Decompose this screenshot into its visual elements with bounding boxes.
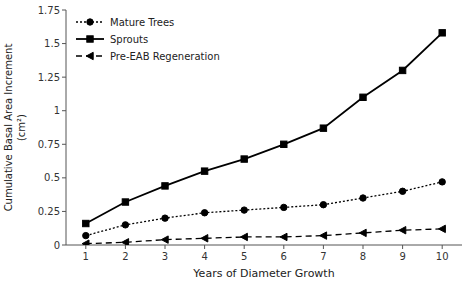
- legend-marker: [87, 19, 93, 25]
- x-tick-label: 8: [360, 251, 366, 262]
- marker: [280, 233, 287, 240]
- series-line: [86, 33, 442, 224]
- marker: [320, 202, 326, 208]
- y-tick: [62, 110, 66, 111]
- y-axis-label: (cm²): [16, 114, 27, 141]
- series-line: [86, 229, 442, 244]
- marker: [162, 215, 168, 221]
- y-tick: [62, 245, 66, 246]
- x-tick: [85, 245, 86, 249]
- x-tick: [125, 245, 126, 249]
- y-tick-label: 1: [54, 105, 60, 116]
- y-tick: [62, 144, 66, 145]
- x-tick-label: 7: [320, 251, 326, 262]
- series-line: [86, 182, 442, 236]
- marker: [201, 235, 208, 242]
- marker: [201, 168, 207, 174]
- x-tick: [363, 245, 364, 249]
- x-tick-label: 5: [241, 251, 247, 262]
- y-tick-label: 0: [54, 240, 60, 251]
- marker: [83, 232, 89, 238]
- y-tick-label: 1.25: [38, 72, 60, 83]
- y-tick: [62, 177, 66, 178]
- x-tick: [244, 245, 245, 249]
- marker: [439, 179, 445, 185]
- legend-label: Sprouts: [110, 34, 148, 45]
- marker: [201, 210, 207, 216]
- marker: [399, 67, 405, 73]
- marker: [241, 156, 247, 162]
- marker: [281, 204, 287, 210]
- chart: 1 2 3 4 5 6 7 8 9 10 0 0.25 0.5 0.75 1 1.25 1.5 1.75 Years…: [0, 0, 474, 283]
- marker: [241, 207, 247, 213]
- x-axis-label: Years of Diameter Growth: [192, 267, 334, 280]
- y-tick: [62, 10, 66, 11]
- marker: [241, 233, 248, 240]
- marker: [161, 236, 168, 243]
- marker: [360, 195, 366, 201]
- marker: [122, 199, 128, 205]
- x-tick-label: 2: [122, 251, 128, 262]
- marker: [162, 183, 168, 189]
- y-tick: [62, 43, 66, 44]
- x-tick-label: 6: [281, 251, 287, 262]
- y-tick-label: 1.5: [44, 38, 60, 49]
- x-tick: [204, 245, 205, 249]
- x-tick-label: 4: [201, 251, 207, 262]
- background: [0, 0, 474, 283]
- x-tick: [402, 245, 403, 249]
- y-axis-label: Cumulative Basal Area Increment: [3, 44, 14, 212]
- marker: [360, 94, 366, 100]
- marker: [439, 225, 446, 232]
- legend: Mature Trees Sprouts Pre-EAB Regeneration: [76, 17, 220, 62]
- marker: [320, 232, 327, 239]
- y-tick-label: 1.75: [38, 5, 60, 16]
- x-tick-label: 3: [162, 251, 168, 262]
- x-tick: [323, 245, 324, 249]
- marker: [122, 222, 128, 228]
- x-tick: [283, 245, 284, 249]
- marker: [399, 188, 405, 194]
- y-axis: [66, 10, 67, 245]
- legend-label: Mature Trees: [110, 17, 174, 28]
- y-tick: [62, 211, 66, 212]
- marker: [439, 30, 445, 36]
- x-tick-label: 10: [436, 251, 449, 262]
- plot-area: [82, 30, 445, 245]
- x-tick: [165, 245, 166, 249]
- legend-marker: [87, 36, 93, 42]
- marker: [82, 240, 89, 245]
- y-tick: [62, 77, 66, 78]
- y-tick-label: 0.75: [38, 139, 60, 150]
- marker: [359, 229, 366, 236]
- marker: [83, 220, 89, 226]
- x-tick-label: 1: [83, 251, 89, 262]
- marker: [281, 141, 287, 147]
- y-tick-label: 0.25: [38, 206, 60, 217]
- legend-marker: [86, 52, 93, 59]
- legend-label: Pre-EAB Regeneration: [110, 51, 220, 62]
- x-tick-label: 9: [399, 251, 405, 262]
- x-tick: [442, 245, 443, 249]
- marker: [399, 227, 406, 234]
- marker: [320, 125, 326, 131]
- marker: [122, 239, 129, 245]
- y-tick-label: 0.5: [44, 172, 60, 183]
